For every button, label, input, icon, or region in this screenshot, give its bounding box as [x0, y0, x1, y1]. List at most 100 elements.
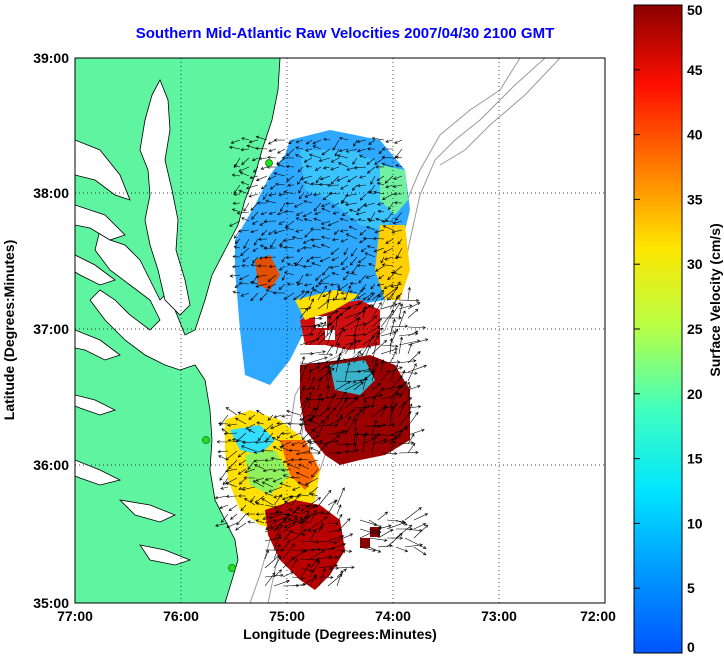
velocity-arrow [249, 281, 259, 285]
velocity-arrow [241, 264, 250, 268]
velocity-region-yellow-east [375, 225, 410, 300]
velocity-arrow [312, 145, 322, 150]
velocity-arrow [338, 136, 349, 141]
velocity-arrow [308, 459, 319, 464]
velocity-arrow [252, 256, 259, 264]
velocity-arrow [307, 439, 319, 444]
velocity-arrow [282, 539, 291, 551]
velocity-arrow [265, 199, 277, 204]
velocity-arrow [370, 283, 376, 290]
colorbar: 0 5 10 15 20 25 30 35 40 45 50 Surface Velocity (c… [633, 2, 723, 655]
y-tick-label: 35:00 [33, 595, 69, 611]
velocity-arrow [248, 414, 256, 420]
velocity-arrow [227, 423, 238, 427]
velocity-arrow [330, 247, 340, 255]
velocity-arrow [215, 522, 229, 527]
velocity-arrow [254, 464, 265, 470]
velocity-region-darkred [300, 355, 410, 465]
x-axis-label: Longitude (Degrees:Minutes) [243, 626, 437, 642]
velocity-arrow [367, 292, 376, 301]
velocity-arrow [381, 263, 394, 267]
chesapeake-bay [75, 79, 192, 566]
velocity-arrow [327, 522, 339, 526]
velocity-arrow [336, 504, 342, 515]
velocity-arrow [282, 529, 293, 542]
velocity-arrow [265, 522, 274, 531]
velocity-arrow [308, 322, 324, 328]
velocity-arrow [308, 439, 324, 445]
velocity-arrow [283, 292, 295, 300]
velocity-arrow [380, 385, 402, 391]
velocity-arrow [344, 339, 362, 346]
velocity-arrow [305, 273, 313, 277]
velocity-arrow [380, 405, 395, 409]
velocity-arrow [260, 166, 268, 170]
velocity-arrow [295, 211, 304, 216]
velocity-arrow [340, 238, 349, 243]
velocity-arrow [285, 201, 295, 206]
velocity-arrow [281, 256, 286, 263]
velocity-arrow [287, 183, 295, 187]
velocity-arrow [383, 247, 394, 254]
velocity-arrow [398, 359, 417, 364]
velocity-arrow [254, 495, 265, 504]
velocity-arrow [241, 137, 250, 141]
velocity-arrow [362, 335, 374, 355]
velocity-arrow [312, 139, 322, 145]
velocity-arrow [381, 219, 394, 224]
velocity-arrow [258, 156, 268, 161]
velocity-arrow [344, 416, 351, 427]
velocity-arrow [291, 576, 305, 580]
velocity-arrow [318, 522, 324, 533]
velocity-arrow [344, 448, 360, 454]
velocity-arrow [338, 283, 349, 291]
velocity-arrow [300, 563, 311, 578]
velocity-arrow [288, 139, 295, 144]
velocity-arrow [407, 405, 422, 409]
colorbar-tick-label: 10 [687, 515, 703, 531]
velocity-arrow [318, 575, 334, 580]
velocity-arrow [255, 512, 265, 516]
velocity-arrow [353, 427, 358, 445]
velocity-arrow [308, 376, 316, 391]
velocity-arrow [407, 308, 419, 319]
velocity-arrow [318, 157, 331, 163]
velocity-arrow [378, 274, 385, 280]
velocity-arrow [376, 182, 385, 186]
velocity-arrow [334, 148, 340, 157]
velocity-arrow [352, 184, 358, 191]
velocity-arrow [348, 208, 358, 213]
velocity-arrow [299, 307, 309, 319]
velocity-arrow [335, 391, 347, 409]
velocity-arrow [226, 522, 238, 528]
velocity-arrow [328, 191, 340, 196]
velocity-arrow [407, 330, 419, 337]
velocity-arrow [251, 211, 259, 220]
velocity-arrow [366, 157, 376, 165]
plot-frame [74, 57, 606, 604]
velocity-arrow [268, 211, 277, 215]
velocity-arrow [317, 321, 327, 337]
velocity-arrow [311, 262, 322, 267]
velocity-arrow [371, 335, 380, 346]
velocity-arrow [398, 441, 415, 445]
velocity-arrow [407, 428, 425, 436]
velocity-arrow [373, 236, 385, 241]
velocity-arrow [385, 184, 394, 189]
velocity-arrow [291, 528, 307, 542]
velocity-arrow [277, 148, 286, 154]
velocity-arrow [273, 138, 286, 142]
velocity-arrow [240, 292, 250, 297]
x-tick-label: 74:00 [375, 608, 411, 624]
velocity-arrow [338, 148, 349, 153]
velocity-arrow [407, 384, 421, 391]
velocity-arrow [362, 433, 382, 437]
velocity-arrow [280, 431, 292, 436]
velocity-arrow [336, 569, 344, 587]
velocity-region-isolated-1 [370, 527, 380, 537]
velocity-arrow [273, 494, 283, 506]
velocity-arrow [241, 486, 256, 491]
velocity-arrow [290, 475, 301, 480]
velocity-arrow [235, 522, 247, 531]
velocity-arrow [344, 302, 362, 310]
